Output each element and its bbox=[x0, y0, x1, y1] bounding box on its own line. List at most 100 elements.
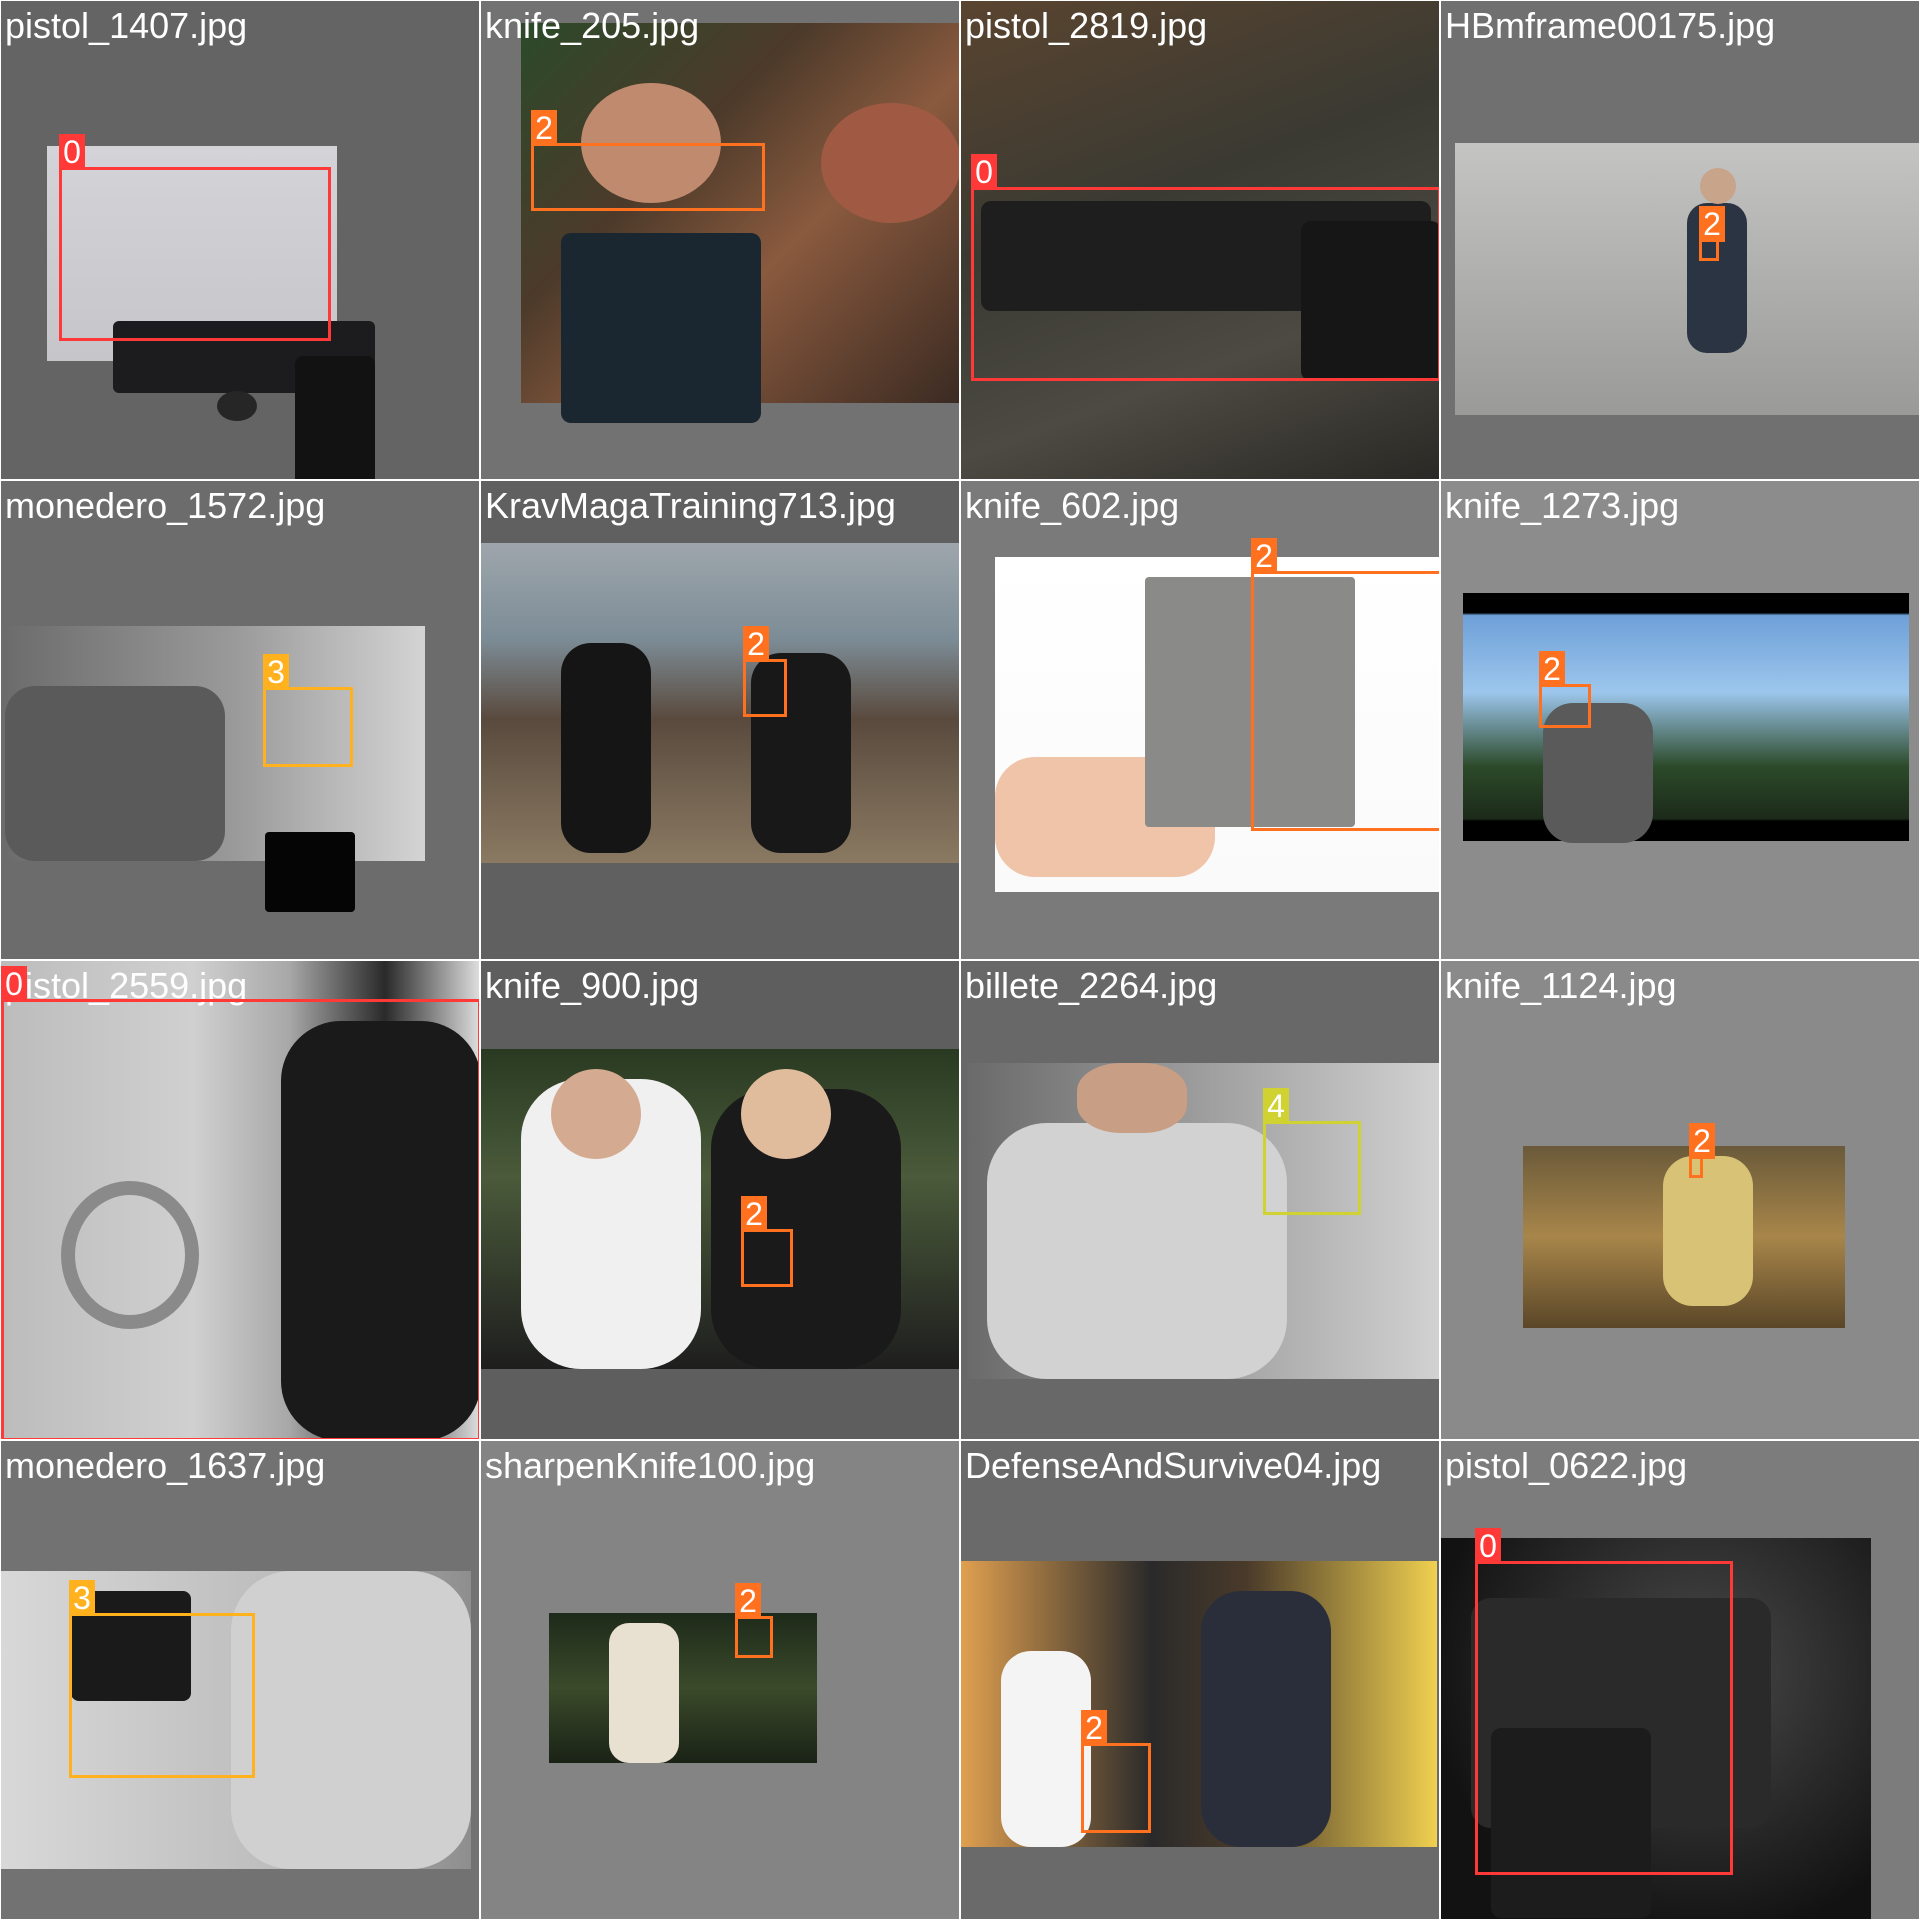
tile-photo bbox=[481, 543, 959, 863]
bounding-box: 0 bbox=[1475, 1528, 1733, 1875]
tile-filename: knife_1273.jpg bbox=[1445, 485, 1680, 526]
tile-photo bbox=[549, 1613, 817, 1763]
class-id-label: 2 bbox=[1081, 1710, 1107, 1746]
scene-shape bbox=[1001, 1651, 1091, 1847]
scene-shape bbox=[217, 391, 257, 421]
image-tile: monedero_1572.jpg 3 bbox=[0, 480, 480, 960]
image-tile: pistol_0622.jpg 0 bbox=[1440, 1440, 1920, 1920]
scene-shape bbox=[821, 103, 959, 223]
bounding-box: 3 bbox=[263, 654, 353, 767]
scene-shape bbox=[1301, 221, 1439, 381]
scene-shape bbox=[751, 653, 851, 853]
scene-shape bbox=[741, 1069, 831, 1159]
tile-filename: pistol_1407.jpg bbox=[5, 5, 248, 46]
image-tile: billete_2264.jpg 4 bbox=[960, 960, 1440, 1440]
class-id-label: 2 bbox=[1689, 1123, 1715, 1159]
tile-photo bbox=[961, 1561, 1437, 1847]
tile-filename: sharpenKnife100.jpg bbox=[485, 1445, 816, 1486]
tile-photo bbox=[481, 1049, 959, 1369]
scene-shape bbox=[295, 356, 375, 479]
tile-photo bbox=[1523, 1146, 1845, 1328]
tile-filename: monedero_1637.jpg bbox=[5, 1445, 326, 1486]
scene-shape bbox=[5, 686, 225, 861]
tile-filename: billete_2264.jpg bbox=[965, 965, 1218, 1006]
class-id-label: 3 bbox=[263, 654, 289, 690]
class-id-label: 2 bbox=[735, 1583, 761, 1619]
class-id-label: 2 bbox=[1251, 538, 1277, 574]
scene-shape bbox=[561, 233, 761, 423]
bounding-box: 3 bbox=[69, 1580, 255, 1778]
image-tile: knife_205.jpg 2 bbox=[480, 0, 960, 480]
image-tile: knife_1124.jpg 2 bbox=[1440, 960, 1920, 1440]
class-id-label: 2 bbox=[1699, 206, 1725, 242]
tile-filename: monedero_1572.jpg bbox=[5, 485, 326, 526]
tile-photo bbox=[47, 146, 375, 479]
tile-filename: pistol_2819.jpg bbox=[965, 5, 1208, 46]
image-tile: knife_602.jpg 2 bbox=[960, 480, 1440, 960]
bounding-box: 0 bbox=[1, 966, 479, 1439]
scene-shape bbox=[609, 1623, 679, 1763]
image-tile: pistol_1407.jpg 0 bbox=[0, 0, 480, 480]
bounding-box: 2 bbox=[741, 1196, 793, 1287]
scene-shape bbox=[1201, 1591, 1331, 1847]
bounding-box: 2 bbox=[1539, 651, 1591, 728]
image-tile: pistol_2559.jpg 0 bbox=[0, 960, 480, 1440]
tile-filename: KravMagaTraining713.jpg bbox=[485, 485, 896, 526]
bounding-box: 2 bbox=[1081, 1710, 1151, 1833]
tile-filename: knife_205.jpg bbox=[485, 5, 700, 46]
image-tile: knife_1273.jpg 2 bbox=[1440, 480, 1920, 960]
scene-shape bbox=[1700, 168, 1736, 204]
bounding-box: 4 bbox=[1263, 1088, 1361, 1215]
image-tile: DefenseAndSurvive04.jpg 2 bbox=[960, 1440, 1440, 1920]
image-tile: KravMagaTraining713.jpg 2 bbox=[480, 480, 960, 960]
bounding-box: 0 bbox=[59, 134, 331, 341]
scene-shape bbox=[281, 1021, 479, 1439]
tile-photo bbox=[1463, 593, 1909, 843]
bounding-box: 2 bbox=[743, 626, 787, 717]
image-tile: sharpenKnife100.jpg 2 bbox=[480, 1440, 960, 1920]
class-id-label: 2 bbox=[743, 626, 769, 662]
tile-filename: HBmframe00175.jpg bbox=[1445, 5, 1776, 46]
tile-filename: knife_1124.jpg bbox=[1445, 965, 1677, 1006]
scene-shape bbox=[1077, 1063, 1187, 1133]
image-tile: pistol_2819.jpg 0 bbox=[960, 0, 1440, 480]
tile-filename: pistol_0622.jpg bbox=[1445, 1445, 1688, 1486]
tile-filename: DefenseAndSurvive04.jpg bbox=[965, 1445, 1382, 1486]
image-tile: HBmframe00175.jpg 2 bbox=[1440, 0, 1920, 480]
class-id-label: 3 bbox=[69, 1580, 95, 1616]
image-tile: knife_900.jpg 2 bbox=[480, 960, 960, 1440]
class-id-label: 4 bbox=[1263, 1088, 1289, 1124]
tile-photo bbox=[961, 1, 1439, 479]
class-id-label: 0 bbox=[971, 154, 997, 190]
scene-shape bbox=[987, 1123, 1287, 1379]
bounding-box: 2 bbox=[1699, 206, 1725, 261]
bounding-box: 2 bbox=[1251, 538, 1439, 831]
scene-shape bbox=[551, 1069, 641, 1159]
class-id-label: 2 bbox=[1539, 651, 1565, 687]
class-id-label: 0 bbox=[59, 134, 85, 170]
scene-shape bbox=[265, 832, 355, 912]
class-id-label: 0 bbox=[1, 966, 27, 1002]
tile-filename: knife_900.jpg bbox=[485, 965, 700, 1006]
tile-photo bbox=[5, 626, 425, 912]
tile-photo bbox=[1455, 143, 1919, 415]
scene-shape bbox=[561, 643, 651, 853]
class-id-label: 0 bbox=[1475, 1528, 1501, 1564]
image-tile: monedero_1637.jpg 3 bbox=[0, 1440, 480, 1920]
bounding-box: 2 bbox=[531, 110, 765, 211]
scene-shape bbox=[231, 1571, 471, 1869]
tile-photo bbox=[995, 557, 1439, 892]
scene-shape bbox=[1491, 1728, 1651, 1918]
class-id-label: 2 bbox=[741, 1196, 767, 1232]
bounding-box: 2 bbox=[1689, 1123, 1715, 1178]
class-id-label: 2 bbox=[531, 110, 557, 146]
scene-shape bbox=[1663, 1156, 1753, 1306]
tile-photo bbox=[521, 23, 959, 423]
tile-photo bbox=[1441, 1538, 1871, 1919]
tile-filename: knife_602.jpg bbox=[965, 485, 1180, 526]
tile-photo bbox=[1, 1571, 471, 1869]
tile-photo bbox=[967, 1063, 1439, 1379]
bounding-box: 2 bbox=[735, 1583, 773, 1658]
scene-shape bbox=[1145, 577, 1355, 827]
